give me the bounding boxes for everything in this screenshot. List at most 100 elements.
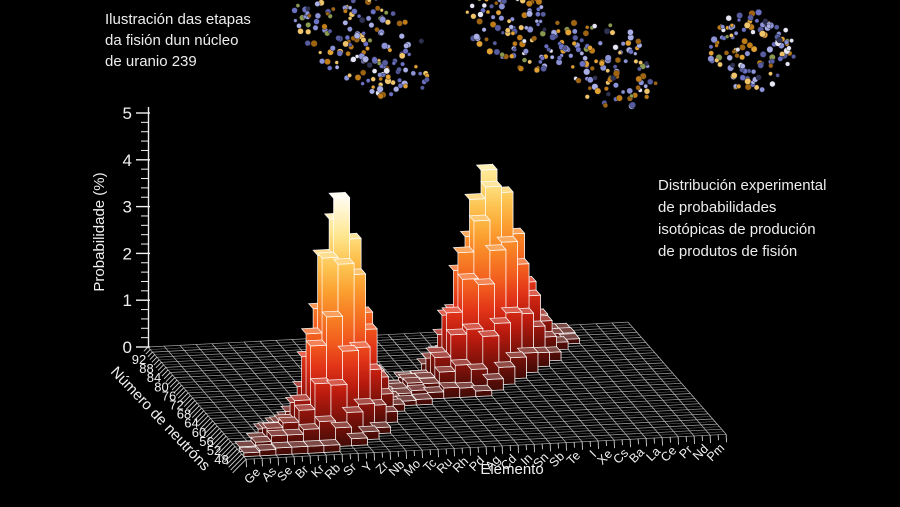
- depth-axis-hatch: [206, 425, 218, 438]
- depth-axis-hatch: [226, 451, 240, 465]
- nucleon-dot: [424, 76, 430, 83]
- nucleon-dot: [739, 63, 746, 69]
- depth-axis-hatch: [220, 443, 234, 457]
- nucleon-dot: [754, 18, 760, 24]
- y-axis-tick-label: 3: [123, 198, 132, 217]
- nucleon-dot: [324, 58, 331, 66]
- nucleon-dot: [379, 31, 384, 36]
- bar-Rb-50: [318, 438, 341, 453]
- nucleon-dot: [519, 0, 526, 4]
- nucleon-dot: [385, 74, 392, 80]
- nucleon-dot: [345, 51, 351, 57]
- depth-axis-hatch: [204, 423, 216, 435]
- nucleon-dot: [495, 9, 502, 16]
- nucleon-dot: [305, 6, 311, 12]
- nucleon-dot: [297, 28, 304, 35]
- nucleon-dot: [477, 0, 482, 2]
- depth-axis-hatch: [222, 446, 236, 460]
- nucleon-dot: [304, 40, 311, 47]
- depth-axis-tick-label: 64: [184, 416, 198, 431]
- nuclei-illustration: [291, 0, 796, 110]
- nucleon-dot: [510, 30, 516, 36]
- depth-axis-hatch: [208, 428, 220, 440]
- nucleon-dot: [314, 1, 321, 7]
- nucleon-dot: [313, 18, 320, 25]
- nucleon-dot: [508, 24, 514, 30]
- grid-column: [579, 324, 679, 438]
- nucleon-dot: [626, 87, 633, 95]
- bar-As-50: [254, 443, 277, 457]
- nucleon-dot: [377, 61, 382, 66]
- nucleon-dot: [374, 27, 380, 33]
- nucleon-dot: [613, 82, 619, 89]
- nucleon-dot: [526, 10, 533, 18]
- nucleon-dot: [744, 77, 752, 85]
- nucleon-dot: [481, 27, 487, 33]
- nucleon-dot: [293, 18, 298, 23]
- depth-axis-tick-label: 76: [162, 388, 176, 403]
- depth-axis-hatch: [218, 441, 231, 454]
- nucleon-dot: [470, 13, 477, 20]
- nucleon-dot: [633, 51, 638, 56]
- nucleon-dot: [571, 41, 577, 47]
- nucleon-dot: [603, 28, 611, 35]
- nucleon-dot: [369, 88, 375, 95]
- nucleon-dot: [531, 35, 538, 42]
- nucleon-dot: [305, 28, 312, 35]
- nucleon-dot: [378, 76, 383, 82]
- nucleon-dot: [582, 55, 588, 61]
- grid-column: [611, 322, 711, 436]
- nucleon-dot: [420, 85, 425, 91]
- nucleon-dot: [579, 51, 585, 56]
- nucleon-dot: [735, 47, 741, 52]
- nucleon-dot: [647, 78, 654, 85]
- bar-Nb-56: [369, 420, 392, 435]
- nucleon-dot: [533, 67, 540, 74]
- nucleon-dot: [725, 15, 732, 22]
- nucleon-dot: [413, 64, 418, 69]
- nucleon-dot: [302, 14, 307, 19]
- nucleon-dot: [515, 0, 520, 2]
- nucleon-dot: [783, 27, 789, 33]
- nucleon-dot: [604, 86, 609, 92]
- nucleon-dot: [617, 50, 622, 55]
- nucleon-dot: [403, 42, 410, 49]
- nucleon-dot: [348, 16, 353, 21]
- nucleon-dot: [757, 62, 764, 69]
- x-axis-title: Elemento: [480, 461, 543, 478]
- nucleon-dot: [492, 40, 498, 46]
- nucleon-dot: [360, 37, 367, 43]
- nucleon-dot: [635, 75, 643, 83]
- depth-axis-hatch: [149, 354, 156, 360]
- nucleon-dot: [350, 56, 357, 63]
- nucleon-dot: [398, 52, 406, 60]
- nucleon-dot: [726, 54, 733, 61]
- grid-column: [595, 323, 695, 437]
- nucleon-dot: [759, 30, 767, 38]
- nucleon-dot: [540, 55, 545, 61]
- nucleon-dot: [769, 80, 776, 88]
- nucleon-dot: [379, 16, 387, 24]
- nucleon-dot: [708, 50, 714, 56]
- depth-axis-hatch: [151, 356, 158, 363]
- nucleon-dot: [366, 0, 372, 3]
- nucleon-dot: [737, 18, 742, 23]
- nucleon-dot: [336, 50, 343, 57]
- nucleon-dot: [330, 6, 336, 12]
- nucleon-dot: [312, 24, 319, 31]
- nucleon-dot: [325, 11, 330, 16]
- depth-axis-hatch: [155, 361, 162, 369]
- nucleon-dot: [344, 34, 351, 41]
- nucleon-dot: [625, 39, 632, 47]
- nucleon-dot: [504, 27, 511, 34]
- depth-axis-hatch: [157, 364, 164, 371]
- bar-Se-50: [270, 441, 293, 456]
- nucleon-dot: [361, 31, 366, 36]
- depth-axis-tick-label: 72: [169, 398, 183, 413]
- nucleon-dot: [776, 36, 783, 44]
- bar-Pd-68: [422, 385, 445, 400]
- nucleon-dot: [512, 47, 517, 52]
- nucleon-dot: [774, 24, 780, 30]
- nucleon-dot: [535, 22, 541, 27]
- nucleon-dot: [365, 46, 370, 51]
